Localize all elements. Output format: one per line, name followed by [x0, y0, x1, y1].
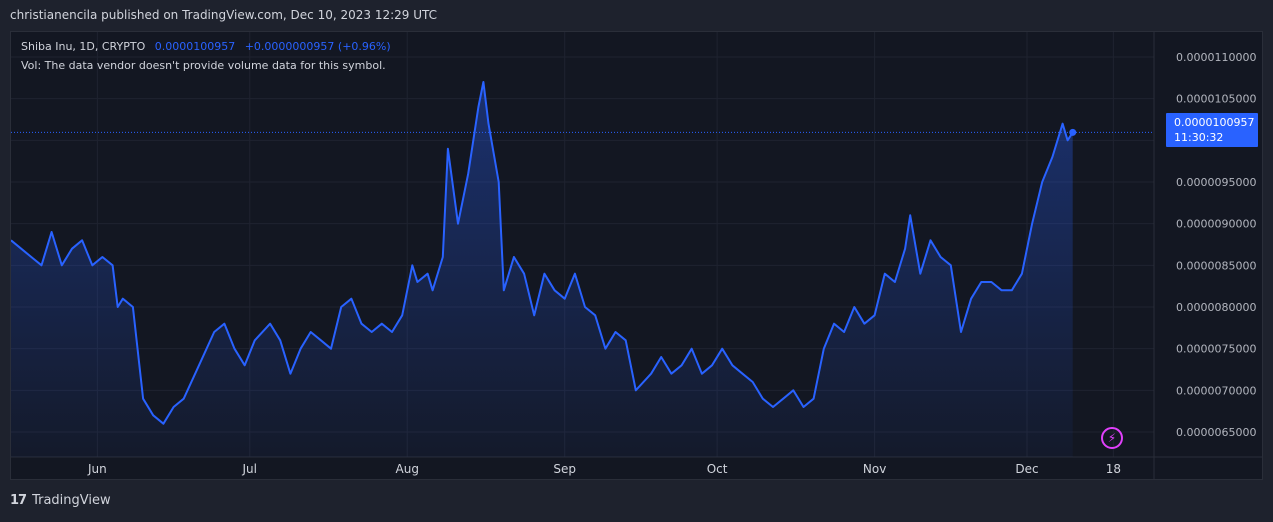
y-tick-label: 0.0000075000	[1176, 343, 1256, 356]
bar-countdown: 11:30:32	[1174, 131, 1224, 144]
y-tick-label: 0.0000080000	[1176, 301, 1256, 314]
x-tick-label: Oct	[707, 462, 728, 476]
y-tick-label: 0.0000085000	[1176, 259, 1256, 272]
symbol-label[interactable]: Shiba Inu, 1D, CRYPTO	[21, 40, 146, 53]
x-tick-label: Dec	[1015, 462, 1038, 476]
current-price-tag: 0.0000100957 11:30:32	[1166, 113, 1258, 147]
publisher-header: christianencila published on TradingView…	[10, 8, 438, 22]
y-tick-label: 0.0000090000	[1176, 218, 1256, 231]
footer-branding[interactable]: 17 TradingView	[10, 493, 111, 508]
chart-area[interactable]: 0.00001100000.00001050000.00001000000.00…	[10, 31, 1263, 480]
chart-legend: Shiba Inu, 1D, CRYPTO 0.0000100957 +0.00…	[21, 40, 391, 53]
y-tick-label: 0.0000110000	[1176, 51, 1256, 64]
current-price-value: 0.0000100957	[1174, 116, 1255, 129]
volume-note: Vol: The data vendor doesn't provide vol…	[21, 59, 386, 72]
x-tick-label: Sep	[553, 462, 576, 476]
series-line	[11, 81, 1074, 425]
x-tick-label: Jul	[242, 462, 257, 476]
series-area	[11, 82, 1073, 457]
y-tick-label: 0.0000065000	[1176, 426, 1256, 439]
tradingview-logo-icon: 17	[10, 493, 27, 508]
price-chart[interactable]: 0.00001100000.00001050000.00001000000.00…	[11, 32, 1263, 480]
y-tick-label: 0.0000105000	[1176, 93, 1256, 106]
x-tick-label: Nov	[863, 462, 886, 476]
last-price-marker	[1069, 128, 1077, 136]
y-tick-label: 0.0000070000	[1176, 384, 1256, 397]
price-change-label: +0.0000000957 (+0.96%)	[244, 40, 391, 53]
lightning-icon[interactable]: ⚡	[1101, 427, 1123, 449]
tradingview-wordmark: TradingView	[32, 493, 111, 508]
x-tick-label: Jun	[87, 462, 107, 476]
x-tick-label: 18	[1106, 462, 1121, 476]
x-tick-label: Aug	[396, 462, 419, 476]
last-price-label: 0.0000100957	[154, 40, 236, 53]
y-tick-label: 0.0000095000	[1176, 176, 1256, 189]
